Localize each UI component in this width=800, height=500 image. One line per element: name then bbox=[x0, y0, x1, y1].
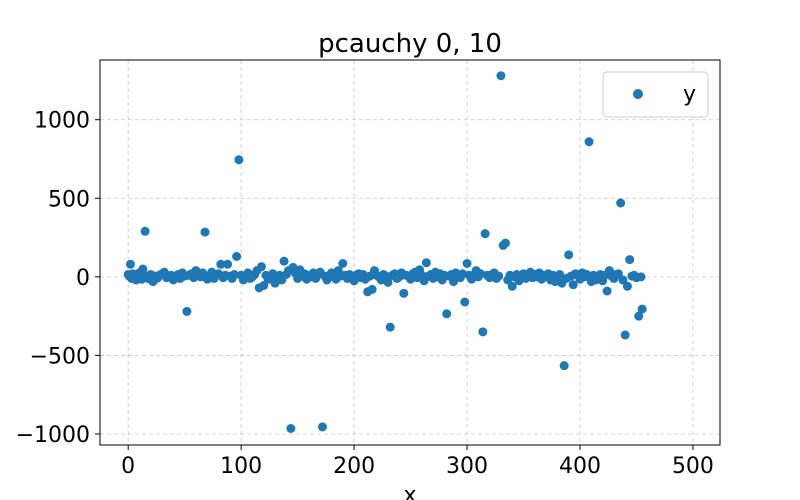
x-axis-ticks: 0 100 200 300 400 500 bbox=[121, 445, 714, 479]
y-tick-label: 1000 bbox=[34, 109, 90, 134]
data-point bbox=[636, 272, 646, 282]
data-point bbox=[582, 270, 592, 279]
data-point bbox=[564, 250, 574, 260]
data-point bbox=[613, 269, 623, 279]
data-point bbox=[634, 311, 644, 321]
data-point bbox=[286, 424, 296, 433]
data-point bbox=[399, 288, 409, 298]
data-point bbox=[198, 268, 208, 278]
x-tick-label: 200 bbox=[333, 454, 375, 479]
data-point bbox=[559, 361, 569, 371]
legend-label: y bbox=[683, 82, 696, 107]
data-point bbox=[279, 256, 289, 266]
data-point bbox=[620, 330, 630, 340]
x-tick-label: 0 bbox=[121, 454, 135, 479]
data-point bbox=[460, 297, 470, 307]
x-tick-label: 300 bbox=[446, 454, 488, 479]
data-point bbox=[616, 198, 626, 208]
data-point bbox=[494, 271, 504, 281]
y-tick-label: −500 bbox=[30, 344, 90, 369]
y-tick-label: −1000 bbox=[16, 423, 90, 448]
data-point bbox=[625, 255, 635, 265]
data-point bbox=[568, 280, 578, 290]
x-axis-label: x bbox=[403, 483, 416, 500]
data-point bbox=[622, 281, 632, 291]
data-point bbox=[234, 155, 244, 165]
data-point bbox=[383, 277, 393, 287]
data-point bbox=[256, 262, 266, 272]
data-point bbox=[480, 229, 490, 239]
data-point bbox=[555, 270, 565, 279]
data-point bbox=[602, 286, 612, 296]
x-tick-label: 500 bbox=[672, 454, 714, 479]
data-point bbox=[385, 322, 395, 332]
data-point bbox=[125, 259, 135, 269]
x-tick-label: 400 bbox=[559, 454, 601, 479]
data-points bbox=[123, 71, 647, 433]
y-tick-label: 500 bbox=[48, 187, 90, 212]
data-point bbox=[338, 259, 348, 268]
data-point bbox=[618, 275, 628, 285]
data-point bbox=[182, 306, 192, 316]
data-point bbox=[317, 422, 327, 432]
data-point bbox=[458, 269, 468, 279]
data-point bbox=[496, 71, 506, 81]
data-point bbox=[232, 251, 242, 261]
data-point bbox=[462, 259, 472, 268]
data-point bbox=[367, 284, 377, 294]
data-point bbox=[500, 238, 510, 248]
data-point bbox=[140, 226, 150, 236]
data-point bbox=[200, 227, 210, 237]
legend-marker bbox=[633, 89, 643, 99]
data-point bbox=[476, 269, 486, 279]
data-point bbox=[259, 281, 269, 290]
data-point bbox=[478, 327, 488, 337]
data-point bbox=[270, 278, 280, 288]
data-point bbox=[223, 259, 233, 269]
data-point bbox=[448, 277, 458, 287]
legend[interactable]: y bbox=[602, 71, 709, 118]
chart-title: pcauchy 0, 10 bbox=[318, 29, 502, 59]
data-point bbox=[442, 309, 452, 319]
plot-frame bbox=[99, 59, 721, 446]
grid-lines bbox=[100, 60, 720, 445]
data-point bbox=[421, 258, 431, 268]
legend-box bbox=[602, 71, 709, 118]
y-tick-label: 0 bbox=[76, 266, 90, 291]
data-point bbox=[637, 304, 647, 314]
data-point bbox=[216, 259, 226, 269]
x-tick-label: 100 bbox=[220, 454, 262, 479]
y-axis-ticks: −1000 −500 0 500 1000 bbox=[16, 109, 100, 448]
data-point bbox=[584, 137, 594, 147]
data-point bbox=[507, 281, 517, 291]
data-point bbox=[229, 270, 239, 279]
